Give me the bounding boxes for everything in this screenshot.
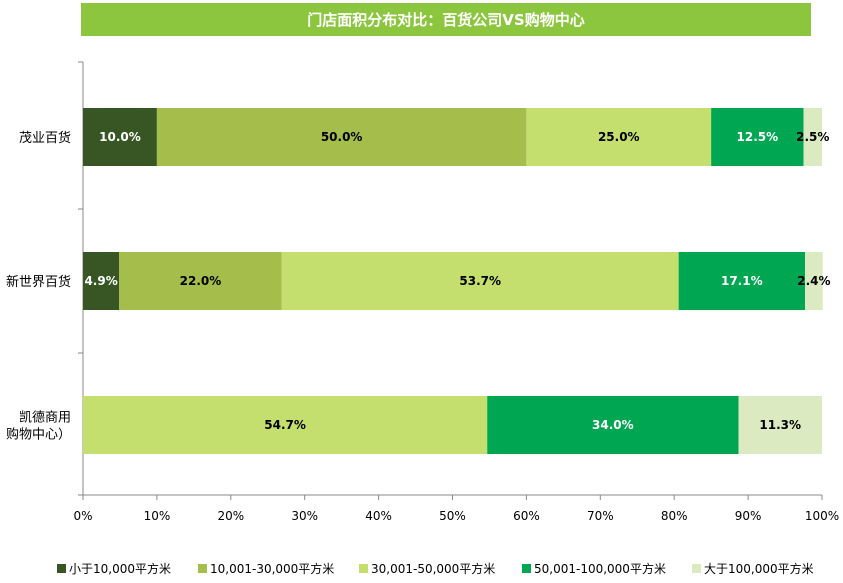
bar-segment [738,396,822,454]
legend-swatch [692,564,701,573]
data-label: 22.0% [180,274,222,288]
data-label: 34.0% [592,418,634,432]
legend-item: 大于100,000平方米 [692,561,814,576]
data-label: 11.3% [759,418,801,432]
x-tick-label: 20% [217,509,244,523]
category-label: 新世界百货 [6,274,71,290]
category-label: 茂业百货 [19,130,71,146]
x-tick-label: 60% [513,509,540,523]
legend-swatch [198,564,207,573]
legend-swatch [522,564,531,573]
bar-segment [526,108,712,166]
category-label: 凯德商用 [19,411,71,426]
bar-segment [487,396,739,454]
legend-label: 小于10,000平方米 [69,561,171,576]
data-label: 12.5% [737,130,779,144]
data-label: 2.5% [796,130,829,144]
x-tick-label: 50% [439,509,466,523]
bar-segment [711,108,804,166]
x-tick-labels: 0% 10% 20% 30% 40% 50% 60% 70% 80% 90% 100% [73,495,839,523]
legend-label: 50,001-100,000平方米 [534,561,666,576]
data-label: 53.7% [459,274,501,288]
data-label: 2.4% [797,274,830,288]
legend-label: 大于100,000平方米 [704,561,814,576]
bar-segment [281,252,679,310]
bar-segment [803,108,822,166]
data-label: 25.0% [598,130,640,144]
legend-label: 10,001-30,000平方米 [210,561,334,576]
legend: 小于10,000平方米 10,001-30,000平方米 30,001-50,000… [57,561,814,576]
bar-segment [156,108,527,166]
bar-segment [678,252,806,310]
legend-item: 小于10,000平方米 [57,561,171,576]
bars: 10.0% 50.0% 25.0% 12.5% 2.5% 4.9% 22.0% 53.7% 17… [83,108,831,454]
bar-segment [83,396,488,454]
x-tick-label: 40% [365,509,392,523]
x-tick-label: 100% [805,509,839,523]
x-tick-label: 70% [587,509,614,523]
data-label: 54.7% [264,418,306,432]
x-tick-label: 10% [144,509,171,523]
bar-segment [83,252,120,310]
x-tick-label: 80% [661,509,688,523]
bar-segment [83,108,157,166]
legend-swatch [57,564,66,573]
data-label: 50.0% [321,130,363,144]
data-label: 10.0% [99,130,141,144]
data-label: 4.9% [84,274,117,288]
bar-segment [119,252,282,310]
chart-title: 门店面积分布对比：百货公司VS购物中心 [81,3,811,36]
category-label: 购物中心） [6,427,71,443]
legend-item: 10,001-30,000平方米 [198,561,334,576]
legend-item: 30,001-50,000平方米 [359,561,495,576]
x-tick-label: 30% [291,509,318,523]
bar-segment [805,252,823,310]
legend-item: 50,001-100,000平方米 [522,561,666,576]
legend-swatch [359,564,368,573]
legend-label: 30,001-50,000平方米 [371,561,495,576]
x-tick-label: 90% [735,509,762,523]
x-tick-label: 0% [73,509,92,523]
data-label: 17.1% [721,274,763,288]
